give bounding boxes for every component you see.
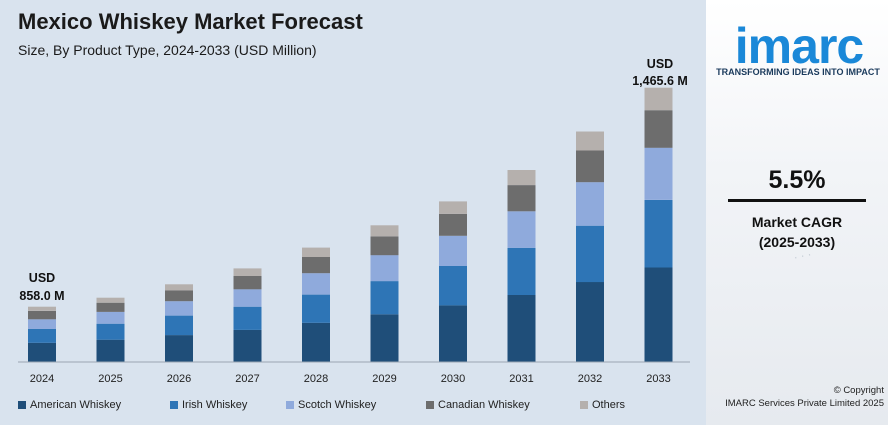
bar-2026-canadian-whiskey xyxy=(165,290,193,302)
bar-2024-american-whiskey xyxy=(28,342,56,362)
x-tick-labels: 2024 2025 2026 2027 2028 2029 2030 2031 2032 2033 xyxy=(30,373,671,385)
x-tick-label-2029: 2029 xyxy=(372,373,396,385)
sidebar: · · · imarc TRANSFORMING IDEAS INTO IMPA… xyxy=(706,0,888,425)
start-value-amount: 858.0 M xyxy=(19,289,64,303)
legend-item-canadian-whiskey: Canadian Whiskey xyxy=(426,397,580,413)
bar-2027-american-whiskey xyxy=(233,329,262,362)
bar-2031-scotch-whiskey xyxy=(507,211,536,248)
chart-title: Mexico Whiskey Market Forecast xyxy=(18,9,363,34)
legend-swatch xyxy=(18,401,26,409)
bar-2024-canadian-whiskey xyxy=(28,311,56,320)
logo-tagline: TRANSFORMING IDEAS INTO IMPACT xyxy=(716,67,880,77)
bar-2032-scotch-whiskey xyxy=(576,182,604,226)
bar-2025-american-whiskey xyxy=(96,339,125,362)
legend-label: Others xyxy=(592,399,626,411)
end-value-currency: USD xyxy=(647,57,673,71)
x-tick-label-2033: 2033 xyxy=(646,373,670,385)
bar-2030-canadian-whiskey xyxy=(439,213,467,236)
bar-2025-scotch-whiskey xyxy=(96,311,125,324)
legend-label: American Whiskey xyxy=(30,399,122,411)
x-tick-label-2025: 2025 xyxy=(98,373,122,385)
legend-label: Scotch Whiskey xyxy=(298,399,377,411)
bar-2024-irish-whiskey xyxy=(28,328,56,343)
bar-2029-others xyxy=(370,225,399,237)
legend-swatch xyxy=(170,401,178,409)
x-tick-label-2026: 2026 xyxy=(167,373,191,385)
x-tick-label-2030: 2030 xyxy=(441,373,465,385)
start-value-currency: USD xyxy=(29,271,55,285)
legend-swatch xyxy=(286,401,294,409)
bar-2028-american-whiskey xyxy=(302,322,330,362)
bar-2029-irish-whiskey xyxy=(370,281,399,315)
bar-2029-american-whiskey xyxy=(370,314,399,362)
stacked-bar-chart: 2024 2025 2026 2027 2028 2029 2030 2031 2032 2033… xyxy=(18,57,690,385)
bar-2026-american-whiskey xyxy=(165,335,193,362)
bar-2032-others xyxy=(576,131,604,151)
bar-2028-others xyxy=(302,247,330,257)
bar-2025-canadian-whiskey xyxy=(96,302,125,312)
cagr-period: (2025-2033) xyxy=(758,234,836,250)
x-tick-label-2032: 2032 xyxy=(578,373,602,385)
bar-2024-others xyxy=(28,306,56,311)
bar-2029-scotch-whiskey xyxy=(370,255,399,282)
copyright-owner-line: IMARC Services Private Limited 2025 xyxy=(725,398,884,409)
bar-2027-irish-whiskey xyxy=(233,306,262,330)
bar-2033-canadian-whiskey xyxy=(644,110,673,148)
end-value-amount: 1,465.6 M xyxy=(632,74,688,88)
bar-2032-american-whiskey xyxy=(576,282,604,362)
bar-2031-canadian-whiskey xyxy=(507,185,536,212)
bar-2032-canadian-whiskey xyxy=(576,150,604,183)
bar-2026-irish-whiskey xyxy=(165,315,193,336)
bars-layer xyxy=(28,87,673,362)
legend-label: Irish Whiskey xyxy=(182,399,248,411)
bar-2030-irish-whiskey xyxy=(439,266,467,306)
legend-swatch xyxy=(426,401,434,409)
cagr-divider xyxy=(728,199,866,202)
bar-2026-scotch-whiskey xyxy=(165,301,193,316)
bar-2033-american-whiskey xyxy=(644,267,673,362)
bar-2031-others xyxy=(507,170,536,186)
bar-2029-canadian-whiskey xyxy=(370,236,399,256)
legend-item-american-whiskey: American Whiskey xyxy=(18,397,170,413)
bar-2026-others xyxy=(165,284,193,291)
bar-2024-scotch-whiskey xyxy=(28,319,56,329)
bar-2033-others xyxy=(644,87,673,111)
bar-2028-scotch-whiskey xyxy=(302,273,330,295)
chart-legend: American Whiskey Irish Whiskey Scotch Whis… xyxy=(18,397,698,413)
cagr-value: 5.5% xyxy=(768,166,826,194)
bar-2025-others xyxy=(96,297,125,303)
bar-2031-irish-whiskey xyxy=(507,247,536,295)
bar-2027-scotch-whiskey xyxy=(233,289,262,307)
bar-2030-american-whiskey xyxy=(439,305,467,362)
imarc-logo: imarc xyxy=(734,18,864,74)
legend-swatch xyxy=(580,401,588,409)
bar-2025-irish-whiskey xyxy=(96,323,125,340)
bar-2028-irish-whiskey xyxy=(302,294,330,323)
bar-2033-scotch-whiskey xyxy=(644,147,673,200)
copyright-symbol-line: © Copyright xyxy=(833,385,884,396)
bar-2031-american-whiskey xyxy=(507,294,536,362)
legend-item-others: Others xyxy=(580,397,660,413)
legend-label: Canadian Whiskey xyxy=(438,399,530,411)
legend-item-scotch-whiskey: Scotch Whiskey xyxy=(286,397,426,413)
x-tick-label-2028: 2028 xyxy=(304,373,328,385)
bar-2027-others xyxy=(233,268,262,276)
chart-panel: Mexico Whiskey Market Forecast Size, By … xyxy=(0,0,706,425)
x-tick-label-2027: 2027 xyxy=(235,373,259,385)
legend-item-irish-whiskey: Irish Whiskey xyxy=(170,397,286,413)
bar-2032-irish-whiskey xyxy=(576,225,604,283)
cagr-label: Market CAGR xyxy=(751,214,843,230)
bar-2027-canadian-whiskey xyxy=(233,276,262,290)
decorative-numbers: · · · xyxy=(792,248,813,265)
bar-2030-others xyxy=(439,201,467,214)
x-tick-label-2024: 2024 xyxy=(30,373,54,385)
chart-subtitle: Size, By Product Type, 2024-2033 (USD Mi… xyxy=(18,42,317,58)
x-tick-label-2031: 2031 xyxy=(509,373,533,385)
bar-2033-irish-whiskey xyxy=(644,199,673,268)
bar-2028-canadian-whiskey xyxy=(302,257,330,274)
bar-2030-scotch-whiskey xyxy=(439,235,467,266)
